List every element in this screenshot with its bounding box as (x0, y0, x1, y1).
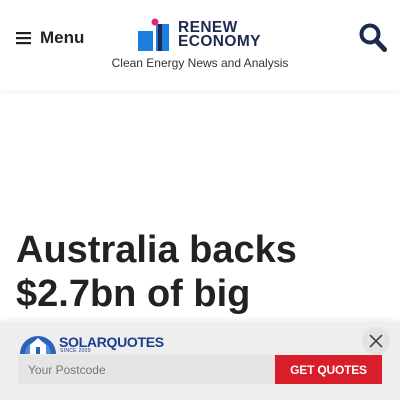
solarquotes-since: SINCE 2009 (60, 348, 91, 354)
house-sun-icon (20, 336, 56, 354)
menu-button[interactable]: Menu (16, 27, 84, 49)
logo-line-economy: ECONOMY (178, 33, 261, 50)
renew-economy-logo[interactable]: RENEW ECONOMY (138, 16, 264, 52)
site-header: Menu RENEW ECONOMY Clean Energy News and… (0, 0, 400, 90)
solarquotes-brand: SOLARQUOTES (59, 334, 164, 350)
solarquotes-logo[interactable]: SOLARQUOTES SINCE 2009 (18, 326, 164, 354)
logo-line-renew: RENEW (178, 19, 238, 36)
site-tagline: Clean Energy News and Analysis (111, 56, 289, 70)
get-quotes-button[interactable]: GET QUOTES (275, 355, 382, 384)
hamburger-icon (16, 32, 31, 45)
logo-mark-icon (138, 18, 169, 51)
search-icon[interactable] (358, 22, 388, 54)
article-headline[interactable]: Australia backs $2.7bn of big (16, 229, 297, 315)
logo-wordmark: RENEW ECONOMY (178, 19, 261, 50)
close-icon (369, 334, 383, 348)
close-banner-button[interactable] (362, 327, 390, 355)
solarquotes-banner: SOLARQUOTES SINCE 2009 GET QUOTES (0, 322, 400, 400)
menu-label: Menu (40, 28, 85, 47)
postcode-input[interactable] (18, 355, 275, 384)
